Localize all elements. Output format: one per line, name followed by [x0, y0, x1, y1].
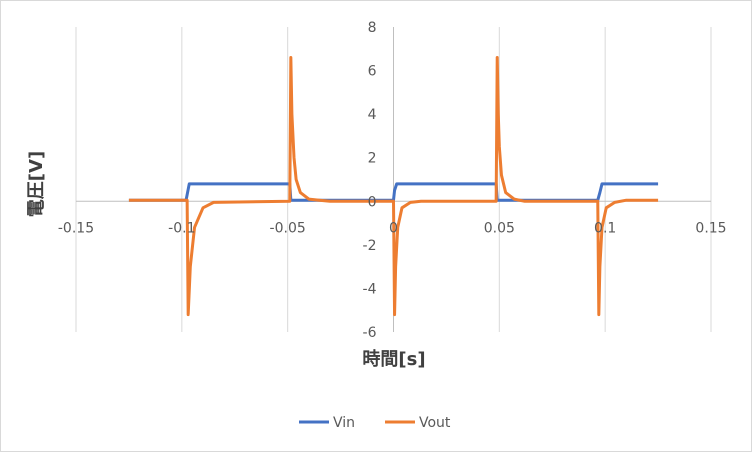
x-tick-label: 0.1: [594, 220, 616, 236]
y-tick-label: 8: [368, 20, 377, 36]
series-line-vout: [128, 56, 659, 317]
y-tick-label: 6: [368, 64, 377, 80]
y-tick-label: 0: [368, 194, 377, 210]
y-tick-label: -4: [363, 281, 377, 297]
y-axis-title: 電圧[V]: [26, 151, 47, 217]
y-tick-label: -2: [363, 238, 377, 254]
legend-label-vin: Vin: [333, 415, 355, 431]
series-lines: [128, 56, 659, 317]
tick-labels: -0.15 -0.1 -0.05 0 0.05 0.1 0.15 -6 -4 -2 0 2 4 6 8: [58, 20, 727, 341]
legend-label-vout: Vout: [419, 415, 451, 431]
legend: Vin Vout: [299, 415, 451, 431]
y-tick-label: 2: [368, 151, 377, 167]
y-tick-label: -6: [363, 325, 377, 341]
series-line-vin: [128, 182, 659, 202]
x-tick-label: -0.15: [58, 220, 94, 236]
x-tick-label: -0.1: [168, 220, 195, 236]
x-tick-label: 0: [389, 220, 398, 236]
x-tick-label: -0.05: [270, 220, 306, 236]
y-tick-label: 4: [368, 107, 377, 123]
x-axis-title: 時間[s]: [362, 349, 425, 370]
gridlines: [75, 27, 712, 332]
x-tick-label: 0.15: [695, 220, 726, 236]
x-tick-label: 0.05: [484, 220, 515, 236]
